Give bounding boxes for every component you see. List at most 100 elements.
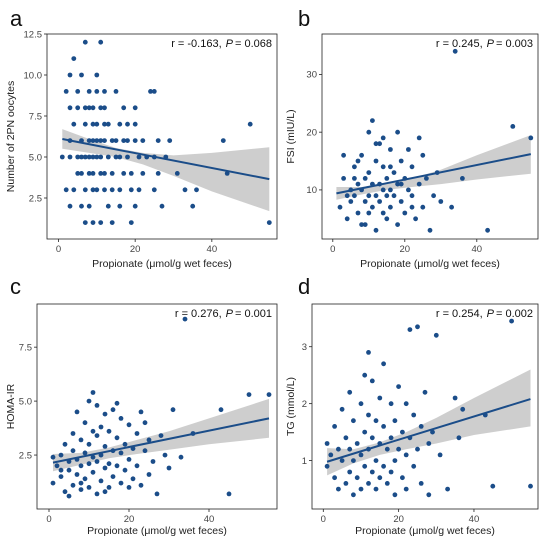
data-point [102, 465, 108, 471]
data-point [86, 461, 92, 467]
data-point [148, 89, 153, 94]
x-axis-label: Propionate (μmol/g wet feces) [92, 258, 232, 270]
data-point [362, 429, 368, 435]
data-point [118, 480, 124, 486]
data-point [122, 441, 128, 447]
panel-letter: c [10, 274, 21, 299]
data-point [528, 135, 534, 141]
data-point [359, 222, 364, 228]
data-point [86, 398, 92, 404]
data-point [324, 441, 330, 446]
data-point [62, 441, 68, 447]
data-point [409, 164, 415, 170]
y-tick-label: 1 [302, 456, 307, 467]
panel-letter: b [298, 6, 310, 31]
regression-line [326, 398, 531, 463]
data-point [114, 400, 120, 406]
data-point [159, 203, 165, 209]
y-tick-label: 20 [306, 127, 317, 138]
data-point [132, 121, 138, 127]
data-point [380, 210, 386, 216]
data-point [117, 121, 123, 127]
data-point [151, 89, 157, 94]
data-point [109, 171, 115, 176]
regression-line [52, 417, 270, 464]
data-point [121, 138, 127, 144]
data-point [413, 216, 418, 222]
data-point [381, 424, 386, 429]
data-point [377, 395, 383, 401]
data-point [90, 469, 96, 475]
data-point [392, 492, 398, 498]
data-point [362, 463, 368, 469]
data-point [422, 389, 428, 395]
x-axis-label: Propionate (μmol/g wet feces) [355, 525, 495, 537]
data-point [332, 424, 337, 429]
data-point [132, 138, 138, 144]
data-point [109, 138, 115, 144]
data-point [94, 121, 100, 127]
panel-letter: d [298, 274, 310, 299]
data-point [366, 412, 371, 418]
data-point [86, 441, 92, 447]
y-axis-label: Number of 2PN oocytes [5, 81, 17, 192]
data-point [132, 203, 138, 209]
data-point [102, 105, 107, 111]
data-point [140, 171, 146, 176]
data-point [352, 164, 357, 170]
confidence-band [327, 369, 531, 476]
data-point [370, 204, 375, 210]
confidence-band [336, 135, 531, 200]
data-point [509, 318, 514, 324]
data-point [125, 138, 130, 144]
data-point [403, 452, 409, 458]
data-point [336, 446, 341, 452]
data-point [366, 170, 372, 176]
data-point [70, 431, 76, 436]
data-point [114, 463, 120, 469]
data-point [82, 420, 88, 426]
y-tick-label: 12.5 [24, 29, 43, 40]
data-point [94, 187, 100, 193]
data-point [452, 395, 458, 401]
data-point [117, 187, 123, 193]
data-point [158, 433, 164, 438]
data-point [388, 401, 394, 407]
data-point [82, 154, 88, 160]
data-point [418, 424, 424, 429]
data-point [343, 481, 349, 486]
data-point [384, 446, 390, 452]
data-point [411, 463, 417, 469]
data-point [437, 452, 443, 458]
data-point [388, 204, 393, 210]
data-point [105, 154, 111, 160]
stat-separator: , [219, 38, 222, 50]
stat-p-value: = 0.001 [235, 308, 272, 320]
data-point [67, 72, 73, 78]
data-point [128, 220, 134, 226]
data-point [398, 181, 404, 187]
data-point [415, 324, 420, 330]
data-point [426, 492, 432, 498]
data-point [409, 193, 415, 199]
data-point [130, 476, 136, 482]
data-point [166, 465, 172, 471]
data-point [452, 48, 458, 54]
data-point [396, 446, 401, 452]
data-point [62, 489, 68, 495]
panel-a: a 0 20 40 2.5 5.0 7.5 10.0 12.5 Propionate (μmol/… [5, 6, 278, 270]
data-point [94, 72, 100, 78]
data-point [358, 486, 364, 492]
data-point [140, 138, 146, 144]
data-point [90, 390, 96, 395]
data-point [416, 181, 422, 187]
data-point [70, 482, 76, 488]
data-point [388, 435, 394, 441]
x-tick-label: 20 [393, 514, 404, 525]
data-point [134, 431, 140, 436]
data-point [75, 89, 81, 94]
data-point [174, 171, 180, 176]
data-point [121, 171, 127, 176]
data-point [110, 474, 116, 479]
data-point [170, 407, 176, 413]
